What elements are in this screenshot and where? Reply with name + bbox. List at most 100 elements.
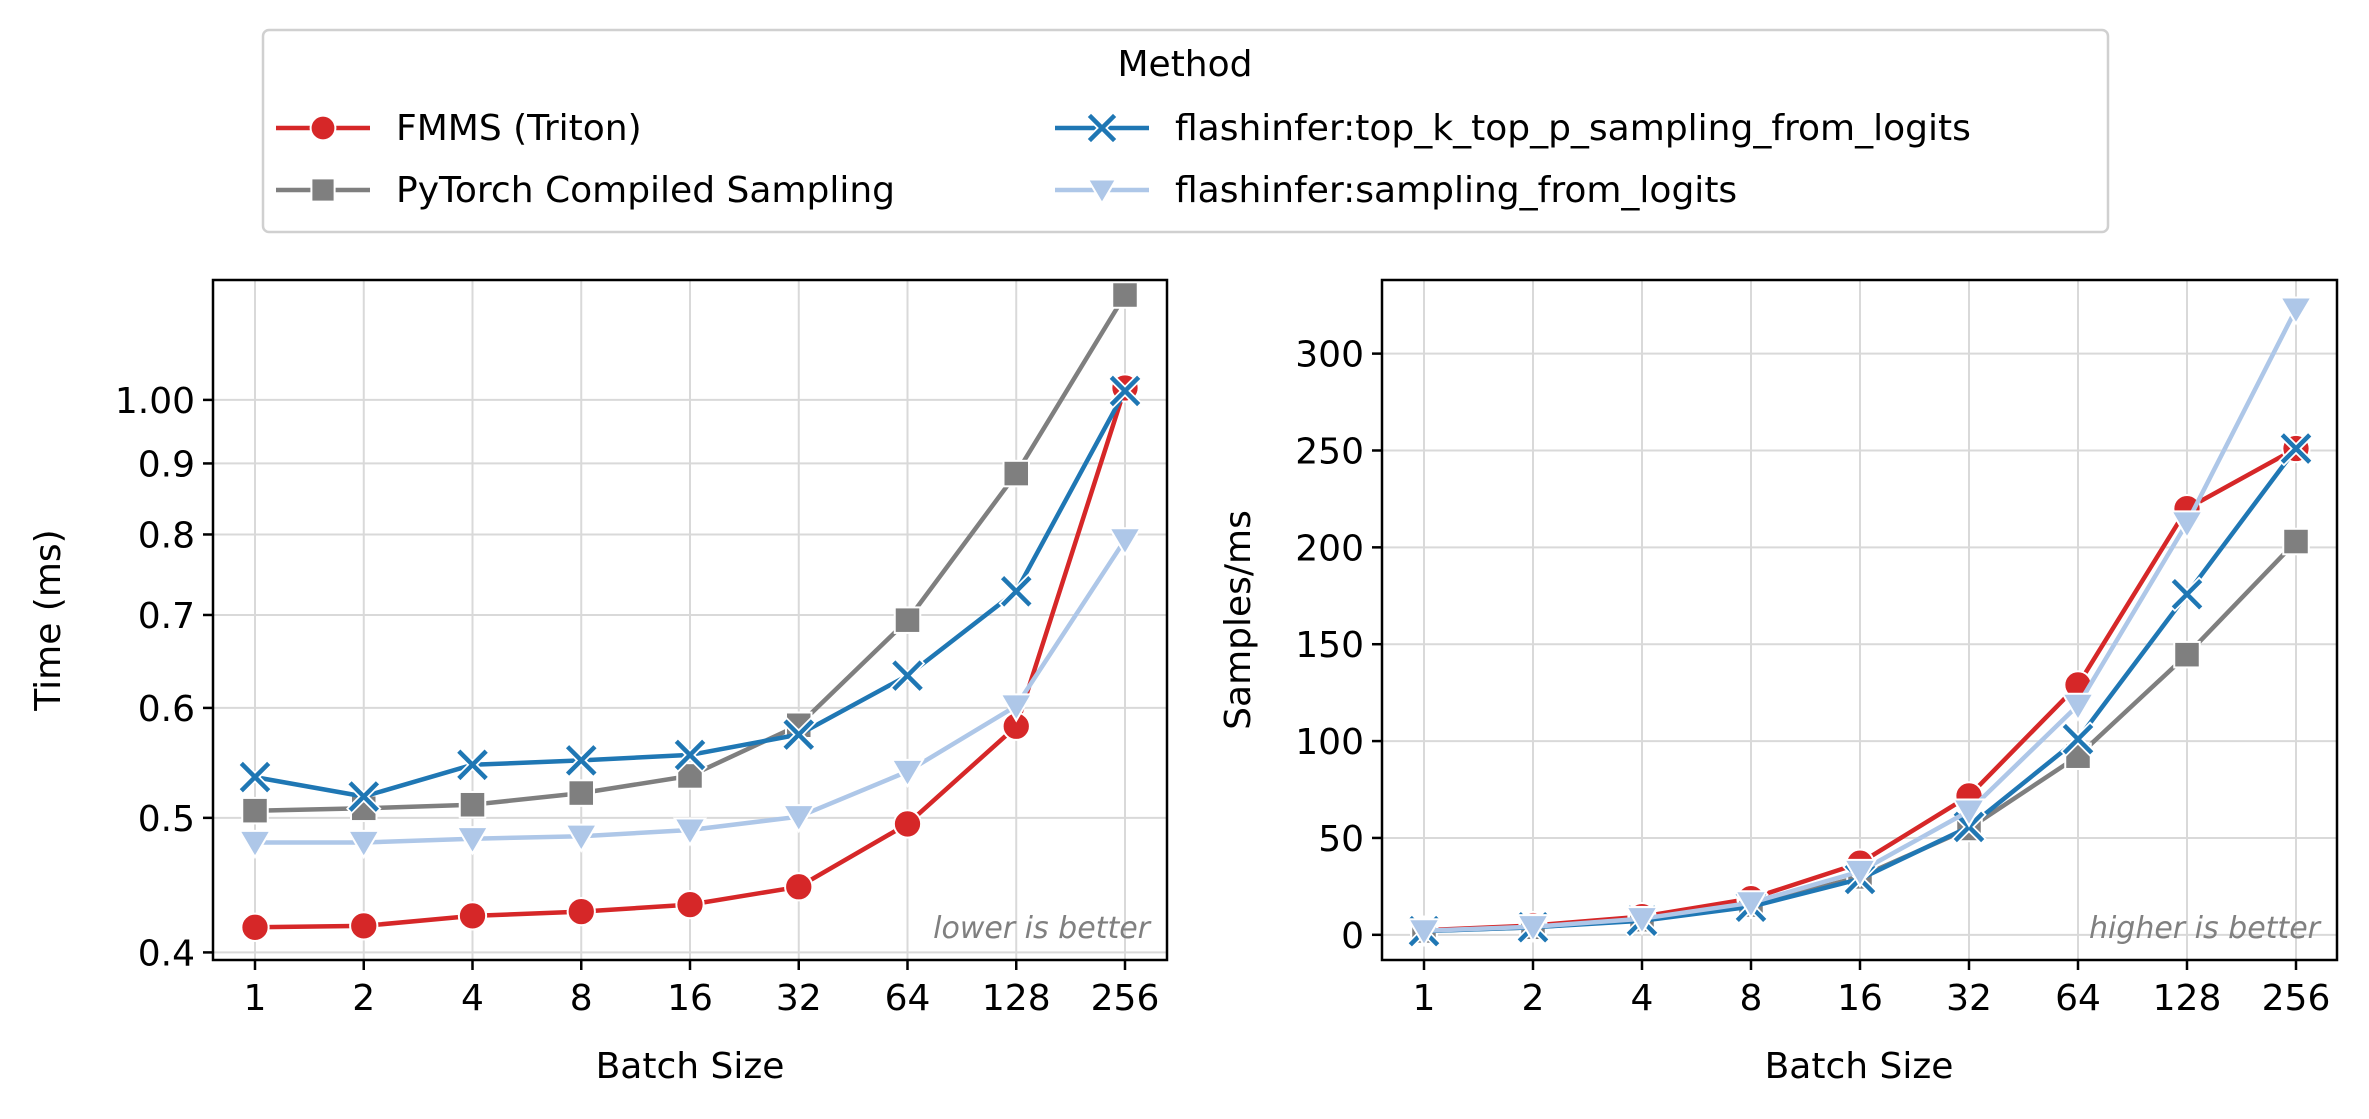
- data-point: [1107, 527, 1143, 557]
- x-tick-label: 1: [244, 978, 267, 1019]
- data-point: [455, 826, 490, 856]
- data-point: [566, 896, 596, 927]
- x-tick-label: 32: [1946, 978, 1992, 1019]
- y-tick-label: 250: [1295, 431, 1364, 472]
- y-tick-label: 0.9: [138, 444, 195, 485]
- data-point: [346, 829, 381, 860]
- data-point: [563, 742, 600, 779]
- data-point: [564, 823, 599, 853]
- data-point: [1107, 373, 1143, 409]
- y-tick-label: 50: [1318, 819, 1364, 860]
- data-point: [2278, 296, 2314, 326]
- data-point: [675, 889, 705, 920]
- series-flashinfer-sampling-from-logits: [237, 527, 1143, 860]
- legend-frame: [261, 28, 2110, 234]
- x-tick-label: 4: [461, 978, 484, 1019]
- legend-label: flashinfer:sampling_from_logits: [1175, 170, 1737, 211]
- legend-marker-x: [1085, 111, 1119, 145]
- data-point: [999, 693, 1034, 723]
- x-tick-label: 16: [1837, 978, 1883, 1019]
- data-point: [241, 796, 269, 825]
- data-point: [892, 809, 923, 839]
- data-point: [1733, 890, 1769, 920]
- y-tick-label: 0.7: [138, 596, 195, 637]
- legend-entry-fmms-triton: FMMS (Triton): [276, 108, 642, 149]
- y-tick-label: 0.4: [138, 933, 195, 974]
- y-tick-label: 150: [1295, 625, 1364, 666]
- x-tick-label: 32: [776, 978, 822, 1019]
- time-chart-xlabel: Batch Size: [596, 1046, 785, 1087]
- y-tick-label: 0.6: [138, 689, 195, 730]
- x-tick-label: 256: [2262, 978, 2331, 1019]
- data-point: [2060, 692, 2096, 722]
- y-tick-label: 0: [1341, 916, 1364, 957]
- data-point: [2282, 527, 2310, 556]
- data-point: [2169, 510, 2205, 540]
- data-point: [784, 872, 814, 902]
- data-point: [457, 901, 488, 931]
- legend-label: FMMS (Triton): [396, 108, 642, 149]
- legend-entry-flashinfer-top-k-top-p-sampling-from-logits: flashinfer:top_k_top_p_sampling_from_log…: [1055, 108, 1971, 149]
- time-chart-annotation: lower is better: [933, 911, 1152, 946]
- series-flashinfer-sampling-from-logits: [1406, 296, 2314, 948]
- time-chart: 0.40.50.60.70.80.91.00 1 2 4 8 16 32 64 128 256 …: [28, 278, 1169, 1087]
- y-tick-label: 200: [1295, 528, 1364, 569]
- y-tick-label: 100: [1295, 722, 1364, 763]
- data-point: [1951, 798, 1987, 828]
- data-point: [454, 747, 491, 783]
- x-tick-label: 2: [352, 978, 375, 1019]
- legend-title: Method: [1117, 44, 1252, 85]
- legend-label: PyTorch Compiled Sampling: [396, 170, 895, 211]
- x-tick-label: 64: [885, 978, 931, 1019]
- throughput-chart-annotation: higher is better: [2089, 911, 2322, 946]
- data-point: [240, 912, 270, 942]
- data-point: [1002, 459, 1031, 488]
- time-chart-ylabel: Time (ms): [28, 529, 69, 711]
- x-tick-label: 16: [667, 978, 713, 1019]
- x-tick-label: 256: [1091, 978, 1160, 1019]
- series-flashinfer-top-k-top-p-sampling-from-logits: [237, 373, 1143, 815]
- x-tick-label: 4: [1631, 978, 1654, 1019]
- data-point: [2173, 640, 2201, 669]
- data-point: [998, 573, 1035, 610]
- data-point: [2278, 430, 2314, 467]
- legend-marker-triangle-down: [1086, 178, 1118, 206]
- throughput-chart-ylabel: Samples/ms: [1218, 510, 1259, 730]
- data-point: [1515, 914, 1551, 944]
- data-point: [345, 778, 382, 815]
- data-point: [1624, 906, 1660, 936]
- x-tick-label: 8: [570, 978, 593, 1019]
- data-point: [1406, 918, 1442, 948]
- x-tick-label: 64: [2055, 978, 2101, 1019]
- legend-label: flashinfer:top_k_top_p_sampling_from_log…: [1175, 108, 1971, 149]
- data-point: [567, 779, 596, 807]
- legend-entry-flashinfer-sampling-from-logits: flashinfer:sampling_from_logits: [1055, 170, 1737, 211]
- data-point: [1111, 281, 1139, 309]
- data-point: [889, 657, 926, 694]
- x-tick-label: 2: [1522, 978, 1545, 1019]
- legend-marker-circle: [309, 114, 337, 142]
- data-point: [893, 606, 922, 634]
- y-tick-label: 1.00: [115, 381, 195, 422]
- data-point: [672, 817, 708, 847]
- throughput-chart-xlabel: Batch Size: [1765, 1046, 1954, 1087]
- data-point: [672, 737, 708, 773]
- data-point: [2169, 576, 2205, 612]
- y-tick-label: 0.5: [138, 799, 195, 840]
- x-tick-label: 8: [1740, 978, 1763, 1019]
- legend: Method FMMS (Triton) PyTorch Compiled Sam…: [261, 28, 2110, 234]
- data-point: [458, 790, 487, 819]
- data-point: [890, 758, 925, 789]
- data-point: [349, 911, 379, 941]
- legend-entry-pytorch-compiled-sampling: PyTorch Compiled Sampling: [276, 170, 895, 211]
- x-tick-label: 128: [2153, 978, 2222, 1019]
- data-point: [2060, 721, 2096, 757]
- y-tick-label: 300: [1295, 335, 1364, 376]
- throughput-chart: 0 50 100 150 200 250 300 1 2 4 8 16 32 64 128 256 Samp…: [1218, 278, 2339, 1087]
- data-point: [780, 716, 817, 753]
- x-tick-label: 128: [982, 978, 1051, 1019]
- data-point: [1842, 858, 1878, 889]
- x-tick-label: 1: [1413, 978, 1436, 1019]
- data-point: [781, 804, 816, 834]
